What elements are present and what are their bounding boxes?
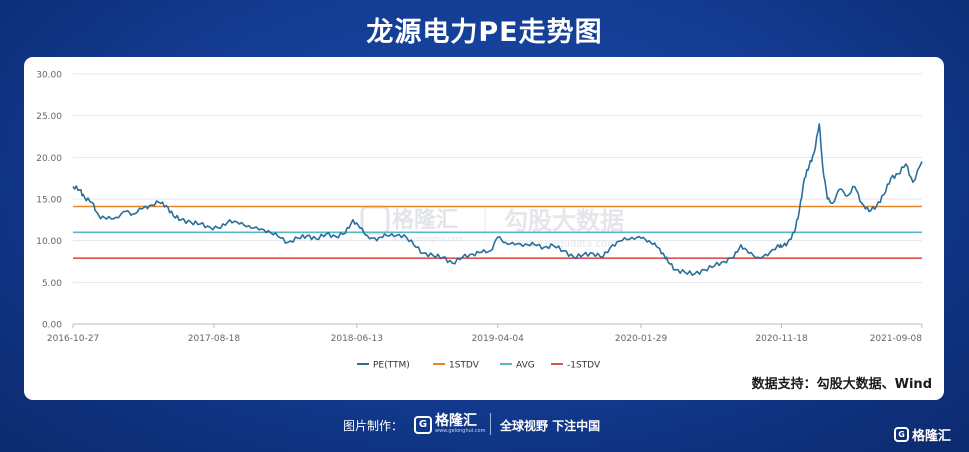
corner-logo-text: 格隆汇 bbox=[912, 429, 952, 444]
y-tick-label: 0.00 bbox=[42, 321, 62, 331]
x-tick-label: 2018-06-13 bbox=[331, 334, 383, 344]
footer: 图片制作： G 格隆汇 www.gelonghui.com 全球视野 下注中国 … bbox=[0, 410, 969, 444]
corner-logo-icon: G bbox=[894, 427, 909, 442]
x-tick-label: 2016-10-27 bbox=[47, 334, 99, 344]
watermark-right: 勾股大数据 bbox=[504, 207, 624, 235]
y-tick-label: 5.00 bbox=[42, 279, 62, 289]
legend-label: AVG bbox=[516, 361, 535, 371]
legend-label: 1STDV bbox=[449, 361, 480, 371]
footer-slogan: 全球视野 下注中国 bbox=[500, 419, 601, 433]
y-gridlines bbox=[73, 73, 922, 283]
legend-label: -1STDV bbox=[567, 361, 601, 371]
gelonghui-logo-icon: G bbox=[414, 415, 432, 434]
y-tick-label: 15.00 bbox=[36, 196, 62, 206]
y-tick-label: 20.00 bbox=[36, 154, 62, 164]
footer-logo: G 格隆汇 www.gelonghui.com bbox=[414, 414, 485, 435]
watermark-right-sub: www.gogudata.com bbox=[518, 239, 617, 250]
chart-card: 格隆汇 www.gelonghui.com 勾股大数据 www.gogudata… bbox=[24, 57, 944, 400]
y-tick-label: 25.00 bbox=[36, 112, 62, 122]
x-tick-labels: 2016-10-27 2017-08-18 2018-06-13 2019-04-04… bbox=[47, 324, 923, 344]
page-title: 龙源电力PE走势图 bbox=[366, 17, 603, 48]
watermark: 格隆汇 www.gelonghui.com 勾股大数据 www.gogudata… bbox=[360, 205, 624, 250]
footer-divider bbox=[490, 413, 491, 435]
watermark-logo-icon bbox=[360, 205, 390, 235]
footer-label: 图片制作： bbox=[343, 419, 404, 433]
watermark-left: 格隆汇 bbox=[392, 207, 458, 233]
x-tick-label: 2021-09-08 bbox=[870, 334, 923, 344]
y-tick-label: 10.00 bbox=[36, 237, 62, 247]
footer-logo-text: 格隆汇 bbox=[435, 413, 477, 429]
series-line-pe-ttm bbox=[72, 123, 923, 276]
reference-lines bbox=[73, 205, 922, 259]
legend-label: PE(TTM) bbox=[373, 361, 410, 371]
data-source-note: 数据支持：勾股大数据、Wind bbox=[751, 377, 932, 392]
legend: PE(TTM) 1STDV AVG -1STDV bbox=[357, 361, 601, 371]
x-tick-label: 2020-01-29 bbox=[615, 334, 668, 344]
y-tick-label: 30.00 bbox=[36, 71, 62, 81]
x-tick-label: 2020-11-18 bbox=[755, 334, 808, 344]
pe-trend-chart: 格隆汇 www.gelonghui.com 勾股大数据 www.gogudata… bbox=[36, 71, 923, 371]
y-tick-labels: 0.00 5.00 10.00 15.00 20.00 25.00 30.00 bbox=[36, 71, 62, 331]
x-tick-label: 2017-08-18 bbox=[188, 334, 241, 344]
footer-logo-sub: www.gelonghui.com bbox=[435, 428, 486, 434]
x-tick-label: 2019-04-04 bbox=[472, 334, 525, 344]
corner-logo: G 格隆汇 bbox=[894, 425, 951, 444]
watermark-left-sub: www.gelonghui.com bbox=[392, 235, 463, 243]
